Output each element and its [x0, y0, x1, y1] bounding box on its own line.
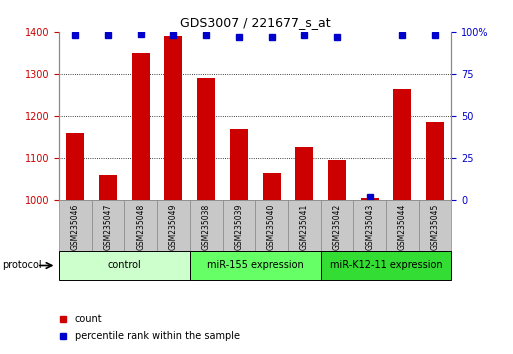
Text: GSM235046: GSM235046	[71, 204, 80, 251]
Text: GSM235043: GSM235043	[365, 204, 374, 251]
Text: miR-K12-11 expression: miR-K12-11 expression	[330, 261, 442, 270]
Title: GDS3007 / 221677_s_at: GDS3007 / 221677_s_at	[180, 16, 330, 29]
Text: count: count	[75, 314, 102, 324]
Bar	[157, 200, 190, 251]
Text: GSM235039: GSM235039	[234, 204, 243, 251]
Bar	[321, 200, 353, 251]
Text: GSM235042: GSM235042	[332, 204, 342, 250]
Bar	[230, 129, 248, 200]
Text: GSM235045: GSM235045	[430, 204, 440, 251]
Bar	[59, 251, 190, 280]
Bar	[92, 200, 125, 251]
Bar	[263, 173, 281, 200]
Bar	[321, 251, 451, 280]
Bar	[288, 200, 321, 251]
Bar	[295, 148, 313, 200]
Bar	[223, 200, 255, 251]
Text: GSM235040: GSM235040	[267, 204, 276, 251]
Text: control: control	[108, 261, 141, 270]
Bar	[353, 200, 386, 251]
Bar	[426, 122, 444, 200]
Bar	[386, 200, 419, 251]
Bar	[190, 200, 223, 251]
Bar	[197, 78, 215, 200]
Text: protocol: protocol	[3, 261, 42, 270]
Bar	[190, 251, 321, 280]
Text: GSM235047: GSM235047	[104, 204, 112, 251]
Bar	[165, 36, 183, 200]
Text: percentile rank within the sample: percentile rank within the sample	[75, 331, 240, 341]
Text: GSM235038: GSM235038	[202, 204, 211, 250]
Text: GSM235041: GSM235041	[300, 204, 309, 250]
Bar	[361, 198, 379, 200]
Bar	[99, 175, 117, 200]
Bar	[132, 53, 150, 200]
Text: GSM235048: GSM235048	[136, 204, 145, 250]
Bar	[419, 200, 451, 251]
Bar	[255, 200, 288, 251]
Text: GSM235049: GSM235049	[169, 204, 178, 251]
Bar	[124, 200, 157, 251]
Text: miR-155 expression: miR-155 expression	[207, 261, 304, 270]
Bar	[59, 200, 92, 251]
Bar	[66, 133, 84, 200]
Bar	[393, 88, 411, 200]
Text: GSM235044: GSM235044	[398, 204, 407, 251]
Bar	[328, 160, 346, 200]
